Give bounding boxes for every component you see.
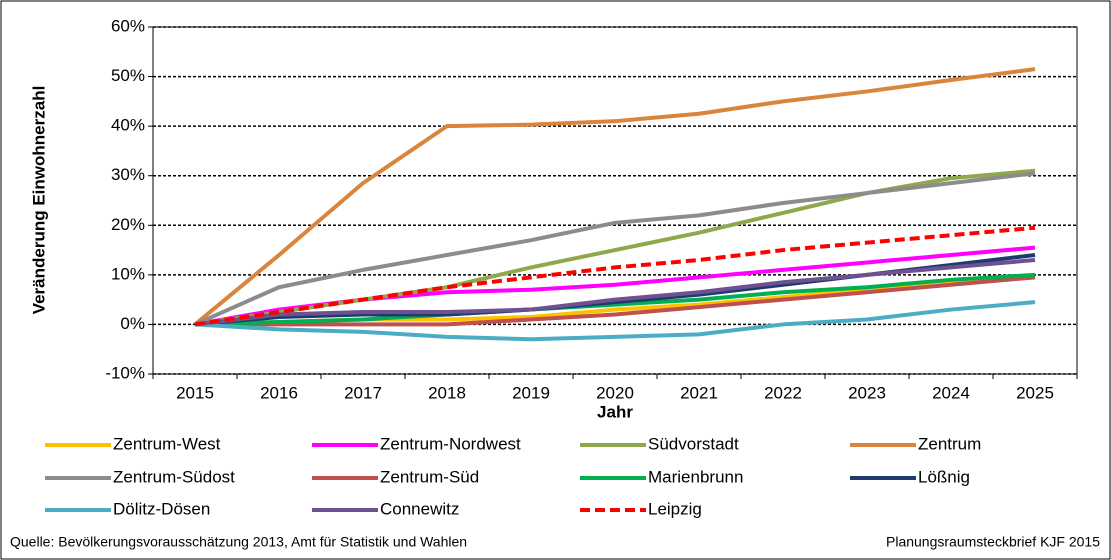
x-tick-label: 2022 xyxy=(764,383,802,402)
legend-label: Zentrum-Süd xyxy=(380,467,479,486)
legend-label: Connewitz xyxy=(380,499,459,518)
series-line xyxy=(195,275,1036,327)
legend-label: Marienbrunn xyxy=(648,467,743,486)
series-line xyxy=(194,257,1036,327)
plot-border xyxy=(152,26,1078,375)
legend-label: Zentrum-West xyxy=(113,434,221,453)
series-line xyxy=(194,272,1036,327)
series-line xyxy=(194,225,1036,327)
series-line xyxy=(194,171,1036,327)
legend-label: Lößnig xyxy=(918,467,970,486)
x-tick-label: 2016 xyxy=(260,383,298,402)
x-tick-label: 2024 xyxy=(932,383,970,402)
y-tick-label: 50% xyxy=(111,66,145,85)
source: Quelle: Bevölkerungsvorausschätzung 2013… xyxy=(10,534,467,550)
legend-label: Südvorstadt xyxy=(648,434,739,453)
y-tick-label: 0% xyxy=(120,314,145,333)
x-tick-label: 2018 xyxy=(428,383,466,402)
legend-label: Leipzig xyxy=(648,499,702,518)
y-tick-label: -10% xyxy=(105,363,145,382)
series-line xyxy=(194,300,1036,342)
x-tick-label: 2019 xyxy=(512,383,550,402)
y-tick-label: 10% xyxy=(111,264,145,283)
x-tick-label: 2015 xyxy=(176,383,214,402)
legend-label: Zentrum-Südost xyxy=(113,467,235,486)
x-tick-label: 2021 xyxy=(680,383,718,402)
series-line xyxy=(193,67,1036,326)
y-tick-label: 30% xyxy=(111,165,145,184)
credit: Planungsraumsteckbrief KJF 2015 xyxy=(886,534,1100,550)
x-tick-label: 2025 xyxy=(1016,383,1054,402)
x-tick-label: 2023 xyxy=(848,383,886,402)
y-tick-label: 60% xyxy=(111,16,145,35)
y-axis-label: Veränderung Einwohnerzahl xyxy=(29,86,48,315)
legend-label: Zentrum-Nordwest xyxy=(380,434,521,453)
y-tick-label: 40% xyxy=(111,116,145,135)
x-axis-label: Jahr xyxy=(597,402,633,421)
y-tick-label: 20% xyxy=(111,215,145,234)
legend-label: Dölitz-Dösen xyxy=(113,499,210,518)
x-tick-label: 2020 xyxy=(596,383,634,402)
x-tick-label: 2017 xyxy=(344,383,382,402)
legend-label: Zentrum xyxy=(918,434,981,453)
